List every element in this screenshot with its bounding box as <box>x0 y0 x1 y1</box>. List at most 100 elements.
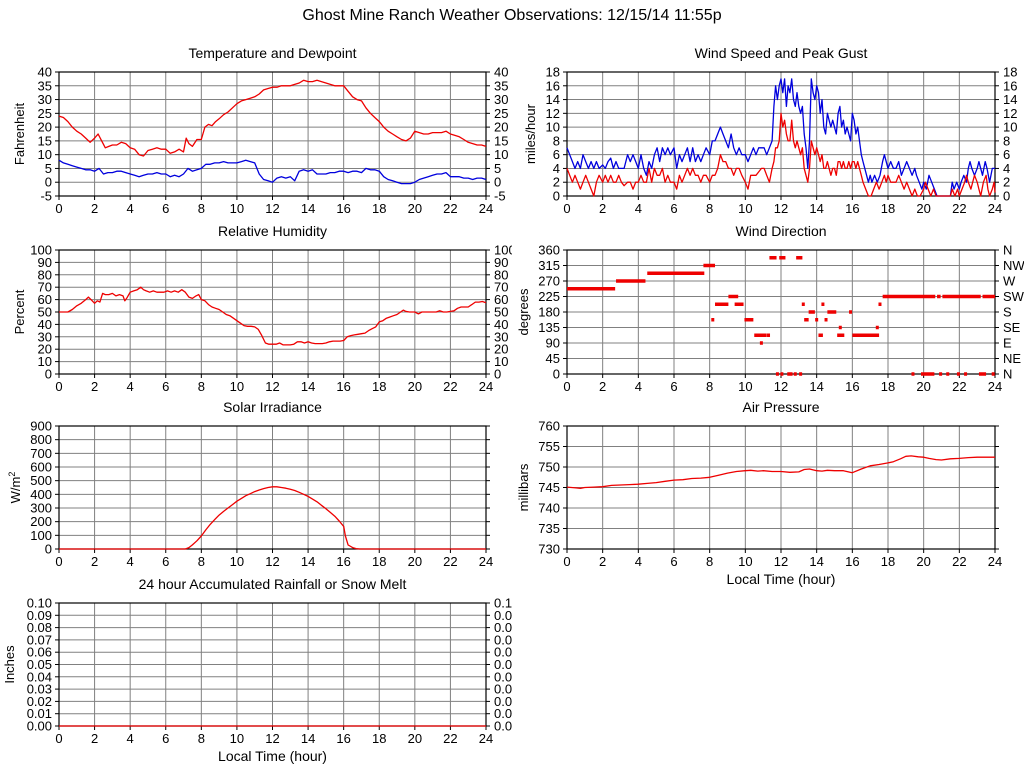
y-tick-label: 0.09 <box>27 608 52 623</box>
x-tick-label: 8 <box>198 731 205 746</box>
x-tick-label: 0 <box>563 554 570 569</box>
y-tick-label: 755 <box>538 439 560 454</box>
y-right-label: E <box>1003 336 1012 351</box>
x-tick-label: 4 <box>127 731 134 746</box>
x-tick-label: 4 <box>127 554 134 569</box>
y-right-label: N <box>1003 367 1012 382</box>
x-tick-label: 2 <box>91 379 98 394</box>
y-right-label: NW <box>1003 258 1024 273</box>
x-tick-label: 0 <box>55 379 62 394</box>
x-tick-label: 16 <box>336 201 350 216</box>
grid <box>567 72 995 196</box>
x-tick-label: 20 <box>916 201 930 216</box>
y-right-label: 12 <box>1003 106 1017 121</box>
y-axis-label: degrees <box>516 288 531 335</box>
x-tick-label: 22 <box>443 201 457 216</box>
x-tick-label: 24 <box>479 554 493 569</box>
axis-ticks <box>55 425 490 553</box>
x-tick-label: 14 <box>301 554 315 569</box>
y-axis-label-superscript: 2 <box>7 472 17 477</box>
y-tick-label: 0.04 <box>27 669 52 684</box>
y-tick-label: 315 <box>538 258 560 273</box>
x-tick-label: 18 <box>372 731 386 746</box>
chart-title: Solar Irradiance <box>223 399 322 415</box>
y-tick-label: 700 <box>30 446 52 461</box>
x-tick-label: 22 <box>952 554 966 569</box>
x-tick-label: 18 <box>372 201 386 216</box>
y-right-label: 80 <box>494 267 508 282</box>
y-tick-label: 30 <box>38 329 52 344</box>
y-right-label: 10 <box>494 147 508 162</box>
x-tick-label: 18 <box>372 554 386 569</box>
x-tick-label: 10 <box>738 379 752 394</box>
y-right-label: 0 <box>494 175 501 190</box>
chart-title: Relative Humidity <box>218 223 327 239</box>
y-tick-label: 735 <box>538 521 560 536</box>
x-tick-label: 14 <box>301 201 315 216</box>
y-tick-label: 0.06 <box>27 645 52 660</box>
axis-ticks <box>55 249 490 378</box>
x-tick-label: 6 <box>670 554 677 569</box>
y-tick-label: 10 <box>38 147 52 162</box>
x-tick-label: 12 <box>265 379 279 394</box>
x-tick-label: 8 <box>198 379 205 394</box>
x-tick-label: 2 <box>599 379 606 394</box>
x-tick-label: 16 <box>336 554 350 569</box>
y-tick-label: 10 <box>38 354 52 369</box>
y-tick-label: 6 <box>553 147 560 162</box>
x-tick-label: 16 <box>845 201 859 216</box>
y-tick-label: 30 <box>38 92 52 107</box>
x-tick-label: 14 <box>301 379 315 394</box>
grid <box>567 426 995 549</box>
y-tick-label: 0 <box>553 367 560 382</box>
x-tick-label: 6 <box>162 554 169 569</box>
series-wind-direction <box>567 256 995 376</box>
x-tick-label: 12 <box>774 201 788 216</box>
x-tick-label: 16 <box>845 554 859 569</box>
y-right-label: 0 <box>1003 189 1010 204</box>
x-tick-label: 8 <box>706 379 713 394</box>
y-tick-label: 25 <box>38 106 52 121</box>
y-axis-right-labels: 0.000.010.020.030.040.050.060.070.080.09… <box>494 596 512 734</box>
x-tick-label: 8 <box>706 554 713 569</box>
y-right-label: 18 <box>1003 65 1017 80</box>
x-tick-label: 18 <box>881 379 895 394</box>
x-tick-label: 14 <box>809 201 823 216</box>
y-tick-label: 745 <box>538 480 560 495</box>
y-right-label: N <box>1003 243 1012 258</box>
grid <box>59 250 486 374</box>
y-tick-label: 0.10 <box>27 596 52 611</box>
y-right-label: 0.08 <box>494 620 512 635</box>
y-axis-label: millibars <box>516 463 531 511</box>
x-tick-label: 22 <box>952 379 966 394</box>
chart-rainfall: 0.000.010.020.030.040.050.060.070.080.09… <box>2 576 512 764</box>
y-tick-label: 90 <box>546 336 560 351</box>
x-tick-label: 20 <box>408 731 422 746</box>
x-tick-label: 12 <box>265 201 279 216</box>
grid <box>567 250 995 374</box>
x-tick-label: 4 <box>127 201 134 216</box>
y-tick-label: 4 <box>553 161 560 176</box>
page-title: Ghost Mine Ranch Weather Observations: 1… <box>302 7 722 24</box>
y-tick-label: 20 <box>38 120 52 135</box>
y-right-label: 16 <box>1003 78 1017 93</box>
x-tick-label: 10 <box>738 554 752 569</box>
y-tick-label: 180 <box>538 305 560 320</box>
x-tick-label: 10 <box>230 201 244 216</box>
y-right-label: SW <box>1003 289 1024 304</box>
y-right-label: 40 <box>494 65 508 80</box>
y-right-label: 60 <box>494 292 508 307</box>
x-tick-label: 16 <box>336 731 350 746</box>
grid <box>59 603 486 726</box>
x-tick-label: 6 <box>162 731 169 746</box>
y-tick-label: 12 <box>546 106 560 121</box>
x-tick-label: 14 <box>301 731 315 746</box>
x-tick-label: 20 <box>916 554 930 569</box>
y-tick-label: 270 <box>538 274 560 289</box>
